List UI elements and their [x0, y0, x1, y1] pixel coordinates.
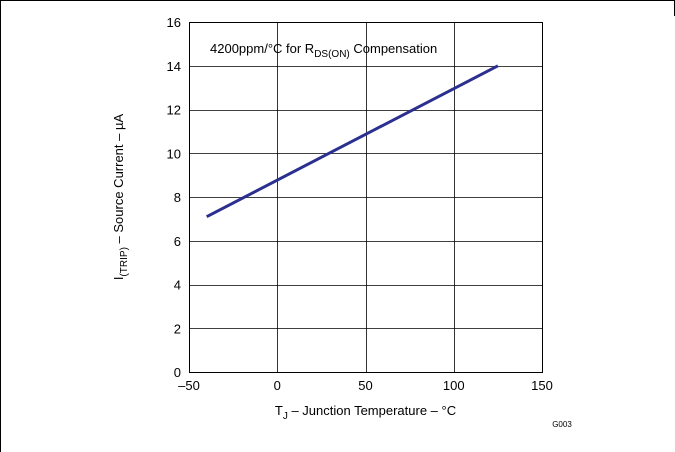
x-tick-label: 150 [531, 378, 553, 393]
annotation-text: 4200ppm/°C for R [210, 41, 314, 56]
y-tick-label: 4 [174, 278, 181, 293]
y-tick-label: 12 [167, 103, 181, 118]
y-axis-label-subscript: (TRIP) [119, 247, 130, 276]
y-tick-label: 0 [174, 365, 181, 380]
x-axis-label-text: – Junction Temperature – °C [288, 403, 456, 418]
series-layer [206, 64, 499, 219]
x-tick-label: 100 [443, 378, 465, 393]
y-tick-label: 8 [174, 190, 181, 205]
y-tick-label: 10 [167, 146, 181, 161]
x-tick-label: 50 [358, 378, 372, 393]
x-axis-label: TJ – Junction Temperature – °C [275, 403, 456, 422]
annotation-text-end: Compensation [350, 41, 437, 56]
plot-area [189, 22, 543, 373]
annotation-subscript: DS(ON) [314, 49, 350, 60]
y-axis-label: I(TRIP) – Source Current – µA [111, 114, 130, 281]
y-axis-label-symbol: I [111, 277, 126, 281]
y-tick-label: 14 [167, 59, 181, 74]
y-tick-label: 6 [174, 234, 181, 249]
figure-id: G003 [552, 420, 572, 429]
y-tick-label: 2 [174, 321, 181, 336]
x-tick-label: –50 [178, 378, 200, 393]
x-tick-label: 0 [274, 378, 281, 393]
y-axis: 0 2 4 6 8 10 12 14 16 [167, 15, 181, 380]
x-axis-label-symbol: T [275, 403, 283, 418]
x-axis: –50 0 50 100 150 [178, 378, 553, 393]
y-axis-label-text: – Source Current – µA [111, 114, 126, 248]
y-tick-label: 16 [167, 15, 181, 30]
x-axis-label-subscript: J [283, 411, 288, 422]
chart-annotation: 4200ppm/°C for RDS(ON) Compensation [210, 41, 437, 60]
series-line [206, 64, 499, 219]
